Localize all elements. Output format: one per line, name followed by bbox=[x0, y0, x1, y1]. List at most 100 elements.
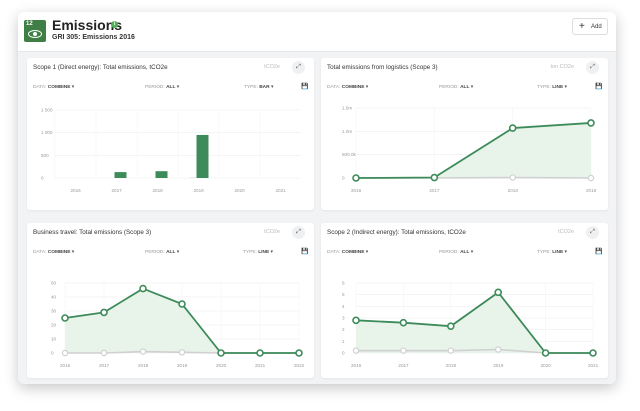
period-select[interactable]: PERIOD: ALL ▾ bbox=[145, 250, 180, 255]
y-tick-label: 0 bbox=[51, 351, 54, 356]
y-tick-label: 6 bbox=[342, 281, 345, 286]
chart-card-business-travel: Business travel: Total emissions (Scope … bbox=[27, 223, 314, 378]
add-button[interactable]: + Add bbox=[572, 18, 608, 35]
chevron-down-icon: ▾ bbox=[71, 250, 75, 255]
data-point-secondary bbox=[400, 347, 407, 354]
x-tick-label: 2017 bbox=[112, 188, 123, 193]
data-select[interactable]: DATA: COMBINE ▾ bbox=[33, 85, 75, 90]
x-tick-label: 2016 bbox=[71, 188, 82, 193]
x-tick-label: 2019 bbox=[493, 363, 504, 368]
chart-card-logistics: Total emissions from logistics (Scope 3)… bbox=[321, 58, 608, 210]
x-tick-label: 2016 bbox=[351, 363, 362, 368]
chart-title: Total emissions from logistics (Scope 3) bbox=[327, 64, 438, 71]
data-point-secondary bbox=[447, 347, 455, 354]
y-tick-label: 500 bbox=[41, 153, 49, 158]
data-point-secondary bbox=[100, 349, 108, 357]
data-point-secondary bbox=[61, 349, 69, 357]
chevron-down-icon: ▾ bbox=[470, 250, 474, 255]
save-icon[interactable]: 💾 bbox=[595, 249, 603, 255]
x-tick-label: 2017 bbox=[398, 363, 409, 368]
bar bbox=[196, 134, 209, 178]
chevron-down-icon: ▾ bbox=[564, 85, 567, 90]
data-point bbox=[178, 300, 186, 308]
add-button-label: Add bbox=[591, 24, 602, 30]
x-tick-label: 2021 bbox=[588, 363, 599, 368]
y-tick-label: 500.0k bbox=[342, 152, 356, 157]
chevron-down-icon: ▾ bbox=[176, 85, 180, 90]
expand-icon[interactable]: ⤢ bbox=[292, 61, 305, 74]
chevron-down-icon: ▾ bbox=[470, 85, 474, 90]
chart-card-scope2: Scope 2 (Indirect energy): Total emissio… bbox=[321, 223, 608, 378]
data-select[interactable]: DATA: COMBINE ▾ bbox=[327, 85, 369, 90]
x-tick-label: 2021 bbox=[255, 363, 266, 368]
y-tick-label: 20 bbox=[51, 323, 57, 328]
data-point bbox=[139, 284, 147, 293]
eye-icon bbox=[28, 30, 42, 38]
save-icon[interactable]: 💾 bbox=[595, 84, 603, 90]
data-point bbox=[256, 349, 264, 357]
data-point-secondary bbox=[587, 174, 595, 182]
x-tick-label: 2021 bbox=[276, 188, 287, 193]
save-icon[interactable]: 💾 bbox=[301, 249, 309, 255]
data-point bbox=[352, 316, 360, 325]
sdg-number: 12 bbox=[26, 21, 33, 27]
chevron-down-icon: ▾ bbox=[270, 250, 273, 255]
expand-icon[interactable]: ⤢ bbox=[586, 61, 599, 74]
data-point bbox=[508, 124, 517, 132]
series-line bbox=[355, 291, 593, 354]
data-point bbox=[61, 314, 69, 322]
data-point bbox=[295, 349, 303, 357]
data-select[interactable]: DATA: COMBINE ▾ bbox=[33, 250, 75, 255]
y-tick-label: 10 bbox=[51, 337, 57, 342]
period-select[interactable]: PERIOD: ALL ▾ bbox=[145, 85, 180, 90]
y-tick-label: 1.5m bbox=[342, 106, 352, 111]
period-select[interactable]: PERIOD: ALL ▾ bbox=[439, 250, 474, 255]
type-select[interactable]: TYPE: LINE ▾ bbox=[537, 250, 567, 255]
y-tick-label: 50 bbox=[51, 281, 57, 286]
chevron-down-icon: ▾ bbox=[564, 250, 567, 255]
data-point-secondary bbox=[509, 174, 516, 181]
data-point bbox=[430, 173, 439, 182]
info-icon[interactable]: i bbox=[111, 21, 118, 28]
x-tick-label: 2018 bbox=[446, 363, 457, 368]
period-select[interactable]: PERIOD: ALL ▾ bbox=[439, 85, 474, 90]
chart-unit: ton CO2e bbox=[550, 64, 574, 70]
x-tick-label: 2018 bbox=[153, 188, 164, 193]
series-line bbox=[355, 122, 592, 179]
chart-plot: 0 500 1 000 1 500 2016 2017 2018 2019 2020 2021 bbox=[41, 108, 301, 193]
x-tick-label: 2017 bbox=[429, 188, 440, 193]
y-tick-label: 0 bbox=[342, 351, 345, 356]
page-subtitle: GRI 305: Emissions 2016 bbox=[52, 34, 135, 41]
save-icon[interactable]: 💾 bbox=[301, 84, 309, 90]
data-select[interactable]: DATA: COMBINE ▾ bbox=[327, 250, 369, 255]
expand-icon[interactable]: ⤢ bbox=[292, 226, 305, 239]
type-select[interactable]: TYPE: BAR ▾ bbox=[244, 85, 274, 90]
chart-card-scope1: Scope 1 (Direct energy): Total emissions… bbox=[27, 58, 314, 210]
data-point bbox=[399, 318, 408, 327]
y-tick-label: 1 000 bbox=[41, 130, 53, 135]
chevron-down-icon: ▾ bbox=[176, 250, 180, 255]
expand-icon[interactable]: ⤢ bbox=[586, 226, 599, 239]
type-select[interactable]: TYPE: LINE ▾ bbox=[537, 85, 567, 90]
y-tick-label: 40 bbox=[51, 295, 57, 300]
area-fill bbox=[65, 288, 299, 353]
x-tick-label: 2020 bbox=[541, 363, 552, 368]
x-tick-label: 2019 bbox=[194, 188, 205, 193]
data-point-secondary bbox=[178, 349, 186, 356]
data-point bbox=[100, 308, 108, 317]
chevron-down-icon: ▾ bbox=[365, 85, 369, 90]
x-tick-label: 2018 bbox=[138, 363, 149, 368]
y-tick-label: 2 bbox=[342, 327, 345, 332]
chart-unit: tCO2e bbox=[264, 64, 280, 70]
y-tick-label: 3 bbox=[342, 316, 345, 321]
chart-unit: tCO2e bbox=[264, 229, 280, 235]
type-select[interactable]: TYPE: LINE ▾ bbox=[243, 250, 273, 255]
bar bbox=[155, 171, 168, 178]
data-point bbox=[589, 349, 597, 357]
page-header: 12 Emissions i GRI 305: Emissions 2016 +… bbox=[18, 12, 616, 52]
chart-plot: 0 1 2 3 4 5 6 2016 2017 2018 2019 2020 2021 bbox=[342, 281, 599, 369]
data-point bbox=[494, 288, 502, 297]
x-tick-label: 2016 bbox=[351, 188, 362, 193]
x-tick-label: 2019 bbox=[586, 188, 597, 193]
chart-plot: 0 500.0k 1.0m 1.5m 2016 2017 2018 2019 bbox=[342, 106, 597, 194]
